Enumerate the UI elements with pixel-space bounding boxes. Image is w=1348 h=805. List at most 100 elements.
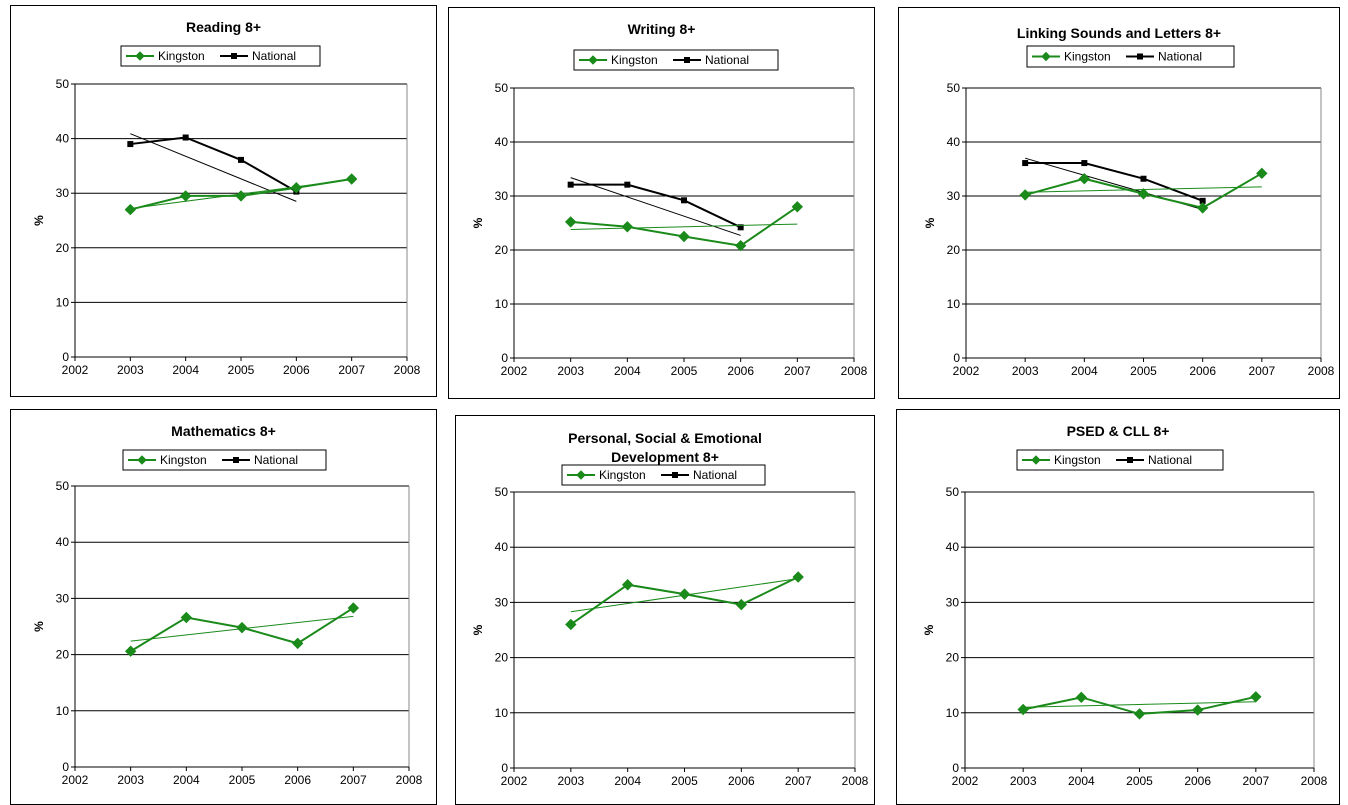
- data-point-kingston: [791, 201, 804, 213]
- y-tick-label: 0: [62, 760, 69, 774]
- legend-label-national: National: [254, 453, 298, 467]
- data-point-kingston: [235, 190, 247, 202]
- y-axis-label: %: [471, 217, 485, 228]
- y-axis-label: %: [32, 621, 46, 632]
- legend-marker-kingston: [1041, 51, 1051, 62]
- data-point-kingston: [1133, 708, 1146, 720]
- chart-psed-cll-svg: PSED & CLL 8+ 0 10 20 30 40 50 2002 2003 2004 2005…: [922, 423, 1328, 788]
- legend-marker-kingston: [137, 455, 147, 465]
- legend-label-kingston: Kingston: [158, 49, 205, 63]
- chart-panel-mathematics: Mathematics 8+ 0 10 20 30 40 50 2002 2003 2004 200…: [10, 409, 437, 805]
- data-point-kingston: [1250, 691, 1262, 703]
- data-point-kingston: [347, 602, 360, 614]
- y-tick-label: 0: [62, 350, 69, 364]
- data-point-national: [1199, 197, 1206, 204]
- data-point-kingston: [792, 571, 804, 583]
- legend-label-national: National: [693, 468, 737, 482]
- y-tick-label: 50: [947, 81, 961, 95]
- legend-label-national: National: [252, 49, 296, 63]
- data-point-national: [182, 134, 189, 141]
- chart-title: Development 8+: [611, 449, 719, 465]
- y-tick-label: 50: [56, 479, 70, 493]
- data-point-kingston: [1196, 202, 1209, 214]
- legend-label-kingston: Kingston: [1054, 453, 1101, 467]
- series-kingston: [564, 201, 804, 252]
- y-tick-label: 30: [946, 595, 960, 609]
- x-tick-label: 2008: [1301, 774, 1328, 788]
- y-tick-label: 50: [495, 81, 509, 95]
- y-axis-label: %: [471, 624, 485, 635]
- y-tick-label: 30: [495, 595, 509, 609]
- x-tick-label: 2006: [727, 364, 754, 378]
- chart-writing-svg: Writing 8+ 0 10 20 30 40 50 2002 2003 2004 2005 200…: [471, 21, 868, 378]
- y-tick-label: 40: [56, 535, 70, 549]
- trendline-national: [570, 177, 741, 236]
- data-point-kingston: [1256, 167, 1268, 180]
- data-point-kingston: [180, 611, 193, 624]
- x-tick-label: 2002: [952, 774, 979, 788]
- data-point-kingston: [1191, 704, 1204, 716]
- x-tick-label: 2006: [283, 363, 310, 377]
- x-tick-label: 2008: [396, 773, 423, 787]
- y-tick-label: 20: [947, 243, 961, 257]
- x-tick-label: 2003: [557, 774, 584, 788]
- data-point-kingston: [345, 173, 358, 185]
- y-tick-label: 0: [501, 351, 508, 365]
- data-point-national: [127, 141, 134, 148]
- data-point-kingston: [678, 230, 690, 243]
- data-point-national: [1140, 175, 1147, 182]
- x-tick-label: 2008: [394, 363, 421, 377]
- y-tick-label: 30: [56, 591, 70, 605]
- x-tick-label: 2007: [1248, 364, 1275, 378]
- x-tick-label: 2008: [842, 774, 869, 788]
- x-tick-label: 2005: [671, 364, 698, 378]
- series-line-national: [1025, 162, 1204, 202]
- data-point-kingston: [621, 221, 634, 233]
- y-tick-label: 50: [495, 485, 509, 499]
- y-axis-label: %: [922, 624, 936, 635]
- series-kingston: [124, 173, 358, 216]
- y-tick-label: 20: [946, 651, 960, 665]
- chart-panel-reading: Reading 8+ 0 10 20 30 40 50 2002 2003 2004 2005 200…: [10, 5, 437, 397]
- data-point-kingston: [564, 216, 577, 228]
- x-tick-label: 2007: [340, 773, 367, 787]
- data-point-national: [567, 181, 574, 188]
- x-tick-label: 2002: [953, 364, 980, 378]
- y-tick-label: 50: [56, 77, 70, 91]
- x-tick-label: 2004: [614, 364, 641, 378]
- x-tick-label: 2008: [1308, 364, 1335, 378]
- legend-label-national: National: [705, 53, 749, 67]
- data-point-national: [624, 181, 631, 188]
- trendline-kingston: [1023, 701, 1256, 708]
- legend-marker-national: [672, 472, 678, 478]
- data-point-kingston: [290, 182, 303, 194]
- legend: Kingston National: [1026, 45, 1235, 68]
- y-tick-label: 10: [495, 297, 509, 311]
- data-point-national: [1081, 160, 1088, 167]
- legend: Kingston National: [561, 464, 766, 486]
- x-tick-label: 2003: [117, 773, 144, 787]
- legend-marker-national: [684, 57, 690, 63]
- y-tick-label: 20: [56, 241, 70, 255]
- legend-marker-national: [233, 457, 239, 463]
- y-tick-label: 10: [495, 706, 509, 720]
- x-tick-label: 2007: [785, 774, 812, 788]
- chart-mathematics-svg: Mathematics 8+ 0 10 20 30 40 50 2002 2003 2004 200…: [32, 423, 423, 787]
- y-tick-label: 0: [501, 761, 508, 775]
- y-tick-label: 40: [56, 132, 70, 146]
- data-point-kingston: [1075, 691, 1088, 704]
- legend-label-national: National: [1158, 50, 1202, 64]
- data-point-national: [737, 224, 744, 231]
- x-tick-label: 2007: [338, 363, 365, 377]
- chart-title: PSED & CLL 8+: [1067, 423, 1170, 439]
- x-tick-label: 2002: [501, 364, 528, 378]
- data-point-kingston: [1019, 189, 1031, 201]
- y-tick-label: 50: [946, 485, 960, 499]
- data-point-kingston: [734, 239, 747, 252]
- data-point-kingston: [236, 621, 248, 634]
- legend-marker-national: [1137, 53, 1143, 60]
- x-tick-label: 2006: [1189, 364, 1216, 378]
- data-point-kingston: [565, 618, 577, 631]
- x-tick-label: 2006: [284, 773, 311, 787]
- legend-label-kingston: Kingston: [611, 53, 658, 67]
